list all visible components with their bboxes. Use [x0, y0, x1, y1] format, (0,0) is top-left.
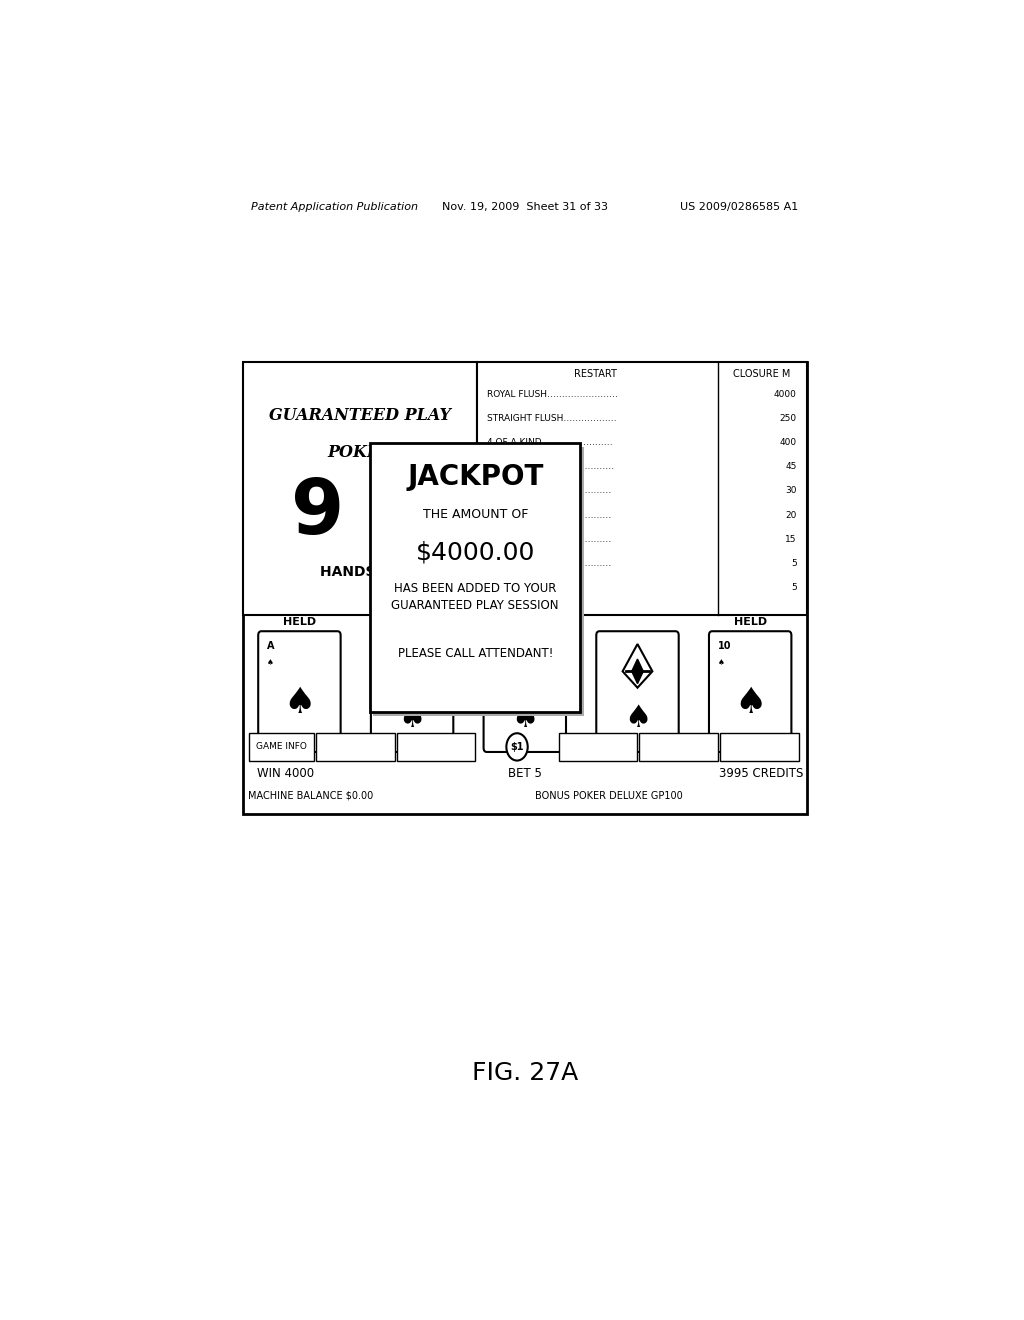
Bar — [559, 733, 637, 762]
Text: ♠: ♠ — [267, 657, 273, 667]
Text: ♠: ♠ — [284, 686, 315, 719]
Text: HELD: HELD — [733, 618, 767, 627]
Text: $4000.00: $4000.00 — [416, 540, 535, 564]
Text: ……………………………………: …………………………………… — [486, 511, 611, 520]
Text: STRAIGHT FLUSH………………: STRAIGHT FLUSH……………… — [486, 414, 616, 422]
Text: MACHINE BALANCE $0.00: MACHINE BALANCE $0.00 — [248, 791, 374, 801]
Text: A: A — [267, 642, 274, 651]
FancyBboxPatch shape — [709, 631, 792, 752]
Bar — [639, 733, 718, 762]
Text: 250: 250 — [779, 414, 797, 422]
Text: JACKPOT: JACKPOT — [407, 463, 544, 491]
Bar — [316, 733, 394, 762]
Text: RESTART: RESTART — [574, 368, 617, 379]
FancyBboxPatch shape — [258, 631, 341, 752]
Bar — [720, 733, 799, 762]
Text: BONUS POKER DELUXE GP100: BONUS POKER DELUXE GP100 — [536, 791, 683, 801]
Text: ……………………………………: …………………………………… — [486, 560, 611, 568]
FancyBboxPatch shape — [371, 631, 454, 752]
Polygon shape — [407, 659, 418, 684]
Text: POKER: POKER — [328, 444, 392, 461]
Bar — [249, 733, 313, 762]
Polygon shape — [632, 659, 643, 684]
Bar — [243, 362, 477, 615]
Text: 45: 45 — [785, 462, 797, 471]
Text: BET 5: BET 5 — [508, 767, 542, 780]
Text: PLEASE CALL ATTENDANT!: PLEASE CALL ATTENDANT! — [397, 647, 553, 660]
Text: ……………………………………: …………………………………… — [486, 535, 611, 544]
Text: ROYAL FLUSH……………………: ROYAL FLUSH…………………… — [486, 389, 617, 399]
Text: 400: 400 — [779, 438, 797, 447]
Text: ♠: ♠ — [718, 657, 725, 667]
Bar — [397, 733, 475, 762]
Text: 3995 CREDITS: 3995 CREDITS — [719, 767, 804, 780]
Bar — [477, 362, 807, 615]
Text: TER………………: TER……………… — [486, 583, 557, 593]
Text: Patent Application Publication: Patent Application Publication — [251, 202, 418, 213]
Text: 9: 9 — [291, 477, 344, 550]
Text: THE AMOUNT OF: THE AMOUNT OF — [423, 508, 528, 521]
Bar — [373, 447, 584, 717]
Text: 5: 5 — [791, 583, 797, 593]
Text: HELD: HELD — [283, 618, 316, 627]
Bar — [370, 444, 581, 713]
Text: 4 OF A KIND……………………: 4 OF A KIND…………………… — [486, 438, 612, 447]
Text: ♠: ♠ — [734, 686, 766, 719]
Text: ……………………………………: …………………………………… — [486, 487, 611, 495]
Text: Nov. 19, 2009  Sheet 31 of 33: Nov. 19, 2009 Sheet 31 of 33 — [441, 202, 608, 213]
FancyBboxPatch shape — [483, 631, 566, 752]
Text: HANDS RE: HANDS RE — [319, 565, 400, 579]
Polygon shape — [519, 659, 530, 684]
Text: WIN 4000: WIN 4000 — [257, 767, 314, 780]
Text: 20: 20 — [785, 511, 797, 520]
Text: ♠: ♠ — [511, 704, 539, 733]
Text: ♠: ♠ — [624, 704, 651, 733]
Text: GAME INFO: GAME INFO — [256, 742, 306, 751]
Text: $1: $1 — [510, 742, 524, 752]
Text: CLOSURE M: CLOSURE M — [733, 368, 791, 379]
Text: US 2009/0286585 A1: US 2009/0286585 A1 — [680, 202, 799, 213]
Text: ♠: ♠ — [398, 704, 426, 733]
Text: 4000: 4000 — [774, 389, 797, 399]
Circle shape — [507, 733, 527, 760]
Text: HAS BEEN ADDED TO YOUR
GUARANTEED PLAY SESSION: HAS BEEN ADDED TO YOUR GUARANTEED PLAY S… — [391, 582, 559, 611]
FancyBboxPatch shape — [596, 631, 679, 752]
Text: GUARANTEED PLAY: GUARANTEED PLAY — [269, 408, 451, 425]
Text: 15: 15 — [785, 535, 797, 544]
Bar — [243, 362, 807, 814]
Text: 30: 30 — [785, 487, 797, 495]
Text: 5: 5 — [791, 560, 797, 568]
Text: FULL HOUSE……………………: FULL HOUSE…………………… — [486, 462, 614, 471]
Text: 10: 10 — [718, 642, 731, 651]
Text: FIG. 27A: FIG. 27A — [472, 1061, 578, 1085]
